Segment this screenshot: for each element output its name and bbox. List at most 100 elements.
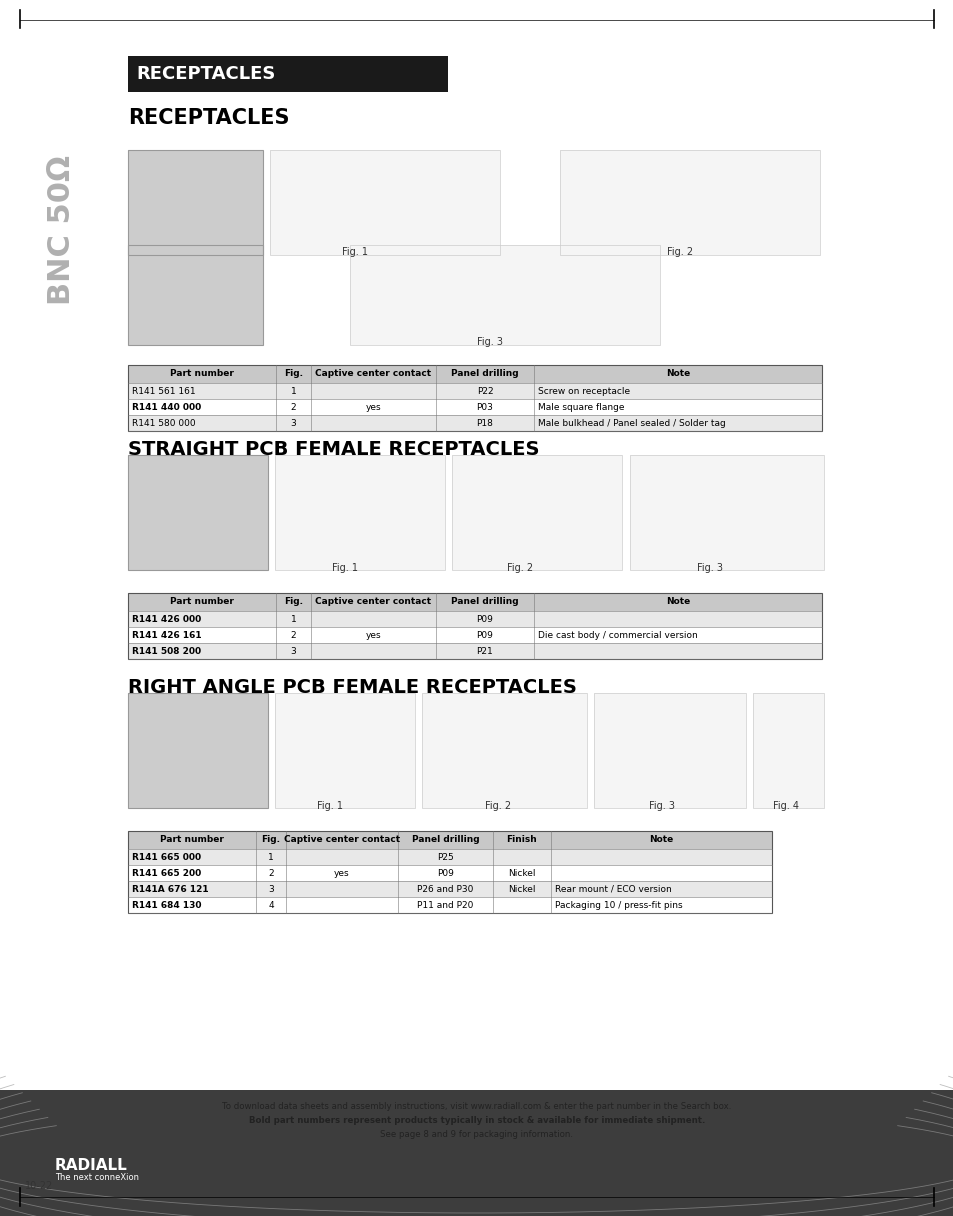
Text: 2: 2: [268, 868, 274, 878]
Text: yes: yes: [334, 868, 350, 878]
Text: Fig.: Fig.: [284, 597, 303, 607]
Bar: [128, 593, 821, 659]
Bar: [559, 150, 820, 255]
Bar: [594, 693, 745, 807]
Text: Panel drilling: Panel drilling: [412, 835, 478, 844]
Text: Bold part numbers represent products typically in stock & available for immediat: Bold part numbers represent products typ…: [249, 1116, 704, 1125]
Bar: [274, 455, 444, 570]
Bar: [128, 455, 268, 570]
Text: Note: Note: [665, 370, 689, 378]
Bar: [270, 150, 499, 255]
Text: 10-22: 10-22: [25, 1181, 53, 1190]
Text: Captive center contact: Captive center contact: [284, 835, 399, 844]
Text: R141 665 200: R141 665 200: [132, 868, 201, 878]
Bar: [128, 365, 821, 383]
Bar: [128, 593, 821, 610]
Text: Screw on receptacle: Screw on receptacle: [537, 387, 630, 395]
Text: Nickel: Nickel: [508, 868, 536, 878]
Text: STRAIGHT PCB FEMALE RECEPTACLES: STRAIGHT PCB FEMALE RECEPTACLES: [128, 440, 539, 458]
Text: Die cast body / commercial version: Die cast body / commercial version: [537, 631, 697, 640]
Bar: [128, 897, 771, 913]
Text: yes: yes: [365, 631, 381, 640]
Text: P21: P21: [476, 647, 493, 655]
Text: P11 and P20: P11 and P20: [416, 901, 474, 910]
Text: Fig. 3: Fig. 3: [476, 337, 502, 347]
Text: R141 684 130: R141 684 130: [132, 901, 201, 910]
Bar: [128, 383, 821, 399]
Bar: [452, 455, 621, 570]
Bar: [128, 882, 771, 897]
Text: P03: P03: [476, 402, 493, 411]
Text: R141 426 161: R141 426 161: [132, 631, 201, 640]
Text: 3: 3: [291, 418, 296, 428]
Bar: [128, 150, 263, 255]
Bar: [594, 693, 745, 807]
Text: Fig.: Fig.: [284, 370, 303, 378]
Text: R141 580 000: R141 580 000: [132, 418, 195, 428]
Text: RECEPTACLES: RECEPTACLES: [128, 108, 289, 128]
Bar: [421, 693, 586, 807]
Text: RIGHT ANGLE PCB FEMALE RECEPTACLES: RIGHT ANGLE PCB FEMALE RECEPTACLES: [128, 679, 577, 697]
Text: 1: 1: [268, 852, 274, 861]
Text: Fig. 3: Fig. 3: [648, 801, 675, 811]
Bar: [128, 244, 263, 345]
Text: Nickel: Nickel: [508, 884, 536, 894]
Text: P09: P09: [476, 631, 493, 640]
Text: Part number: Part number: [170, 370, 233, 378]
Text: 3: 3: [291, 647, 296, 655]
Text: Captive center contact: Captive center contact: [315, 597, 431, 607]
Text: R141 440 000: R141 440 000: [132, 402, 201, 411]
Text: Note: Note: [665, 597, 689, 607]
Text: Fig. 1: Fig. 1: [316, 801, 343, 811]
Bar: [128, 244, 263, 345]
Bar: [752, 693, 823, 807]
Text: R141 426 000: R141 426 000: [132, 614, 201, 624]
Bar: [128, 627, 821, 643]
Text: 2: 2: [291, 402, 296, 411]
Text: Panel drilling: Panel drilling: [451, 597, 518, 607]
Text: R141 508 200: R141 508 200: [132, 647, 201, 655]
Text: Note: Note: [649, 835, 673, 844]
Text: Fig. 2: Fig. 2: [506, 563, 533, 573]
Text: BNC 50Ω: BNC 50Ω: [48, 154, 76, 305]
Text: R141 561 161: R141 561 161: [132, 387, 195, 395]
Text: Finish: Finish: [506, 835, 537, 844]
Bar: [128, 365, 821, 430]
Text: 1: 1: [291, 614, 296, 624]
Text: The next conneXion: The next conneXion: [55, 1173, 139, 1182]
Bar: [350, 244, 659, 345]
Bar: [0, 1090, 953, 1216]
Text: yes: yes: [365, 402, 381, 411]
Bar: [128, 849, 771, 865]
Text: 4: 4: [268, 901, 274, 910]
Bar: [128, 693, 268, 807]
Bar: [128, 865, 771, 882]
Text: Packaging 10 / press-fit pins: Packaging 10 / press-fit pins: [555, 901, 682, 910]
Bar: [274, 455, 444, 570]
Text: P26 and P30: P26 and P30: [416, 884, 474, 894]
Bar: [128, 693, 268, 807]
Text: Fig. 1: Fig. 1: [332, 563, 357, 573]
Text: P18: P18: [476, 418, 493, 428]
Text: Male bulkhead / Panel sealed / Solder tag: Male bulkhead / Panel sealed / Solder ta…: [537, 418, 725, 428]
Bar: [452, 455, 621, 570]
Text: Fig. 2: Fig. 2: [666, 247, 692, 257]
Bar: [629, 455, 823, 570]
Bar: [752, 693, 823, 807]
Text: Fig.: Fig.: [261, 835, 280, 844]
Text: To download data sheets and assembly instructions, visit www.radiall.com & enter: To download data sheets and assembly ins…: [222, 1102, 731, 1111]
Bar: [128, 831, 771, 849]
Bar: [128, 56, 448, 92]
Bar: [128, 455, 268, 570]
Bar: [629, 455, 823, 570]
Text: P09: P09: [436, 868, 454, 878]
Text: Captive center contact: Captive center contact: [315, 370, 431, 378]
Bar: [559, 150, 820, 255]
Text: 2: 2: [291, 631, 296, 640]
Bar: [274, 693, 415, 807]
Text: Part number: Part number: [170, 597, 233, 607]
Text: Fig. 4: Fig. 4: [772, 801, 799, 811]
Bar: [274, 693, 415, 807]
Bar: [128, 150, 263, 255]
Bar: [128, 415, 821, 430]
